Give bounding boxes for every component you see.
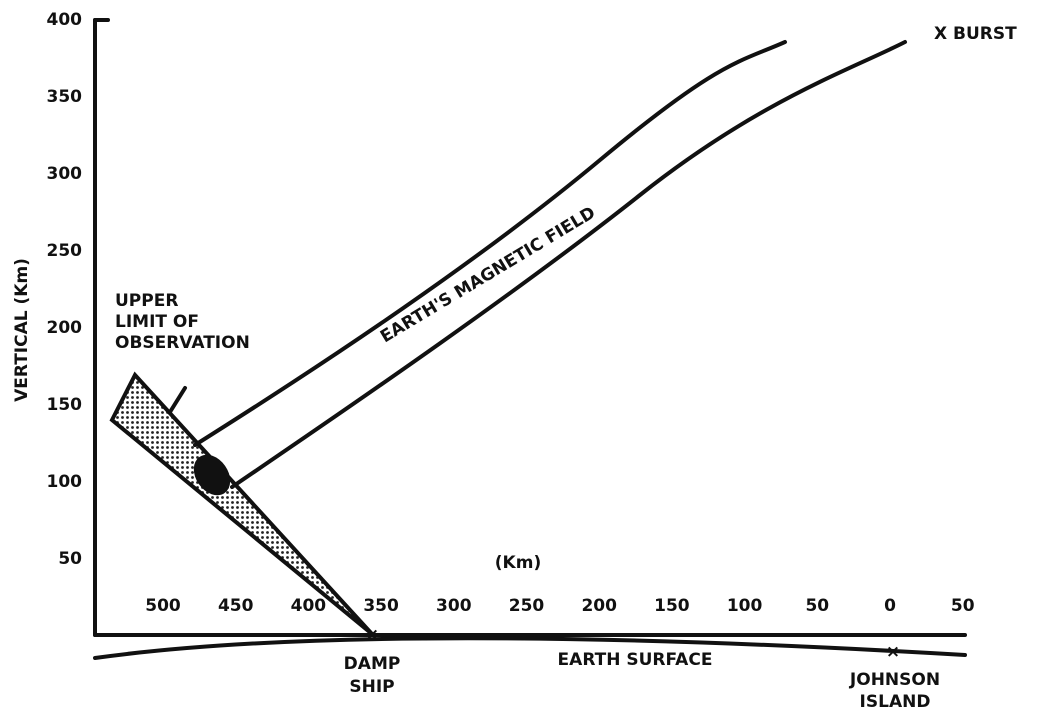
- x-tick-label: 50: [805, 596, 829, 616]
- upper-limit: OBSERVATION: [115, 333, 250, 353]
- x-tick-label: 100: [727, 596, 763, 616]
- marker: ×: [365, 625, 379, 645]
- y-tick-label: 300: [47, 164, 83, 184]
- field-line-lower: [230, 40, 907, 489]
- earth-surface: [93, 636, 967, 660]
- upper-limit: UPPER: [115, 291, 178, 311]
- x-tick-label: 0: [884, 596, 896, 616]
- dark-region: [193, 454, 231, 496]
- x-tick-label: 400: [291, 596, 327, 616]
- x-tick-label: 300: [436, 596, 472, 616]
- field-label: EARTH'S MAGNETIC FIELD: [377, 203, 599, 347]
- x-tick-label: 500: [145, 596, 181, 616]
- earth-surface-label: EARTH SURFACE: [558, 650, 713, 670]
- x-ticks: 500 450 400 350 300 250 200 150 100 50 0 50: [145, 596, 974, 616]
- x-tick-label: 450: [218, 596, 254, 616]
- y-tick-label: 150: [47, 395, 83, 415]
- upper-limit: LIMIT OF: [115, 312, 199, 332]
- field-line-upper: [193, 40, 787, 447]
- y-tick-label: 250: [47, 241, 83, 261]
- x-tick-label: 200: [581, 596, 617, 616]
- y-tick-label: 100: [47, 472, 83, 492]
- damp-ship: DAMP: [344, 654, 401, 674]
- x-tick-label: 350: [363, 596, 399, 616]
- damp-ship: SHIP: [349, 677, 394, 697]
- johnson-island: ISLAND: [860, 692, 931, 712]
- y-tick-label: 400: [47, 10, 83, 30]
- x-label: (Km): [495, 553, 541, 573]
- marker: ×: [886, 642, 900, 662]
- axes: [93, 18, 967, 637]
- x-tick-label: 250: [509, 596, 545, 616]
- y-tick-label: 50: [58, 549, 82, 569]
- x-tick-label: 150: [654, 596, 690, 616]
- burst-label: X BURST: [934, 24, 1017, 44]
- johnson-island: JOHNSON: [849, 670, 940, 690]
- pointer: [168, 386, 187, 414]
- y-ticks: 400 350 300 250 200 150 100 50: [47, 10, 83, 569]
- y-tick-label: 200: [47, 318, 83, 338]
- y-tick-label: 350: [47, 87, 83, 107]
- x-tick-label: 50: [951, 596, 975, 616]
- y-label: VERTICAL (Km): [12, 258, 32, 402]
- observation-region: [109, 371, 374, 636]
